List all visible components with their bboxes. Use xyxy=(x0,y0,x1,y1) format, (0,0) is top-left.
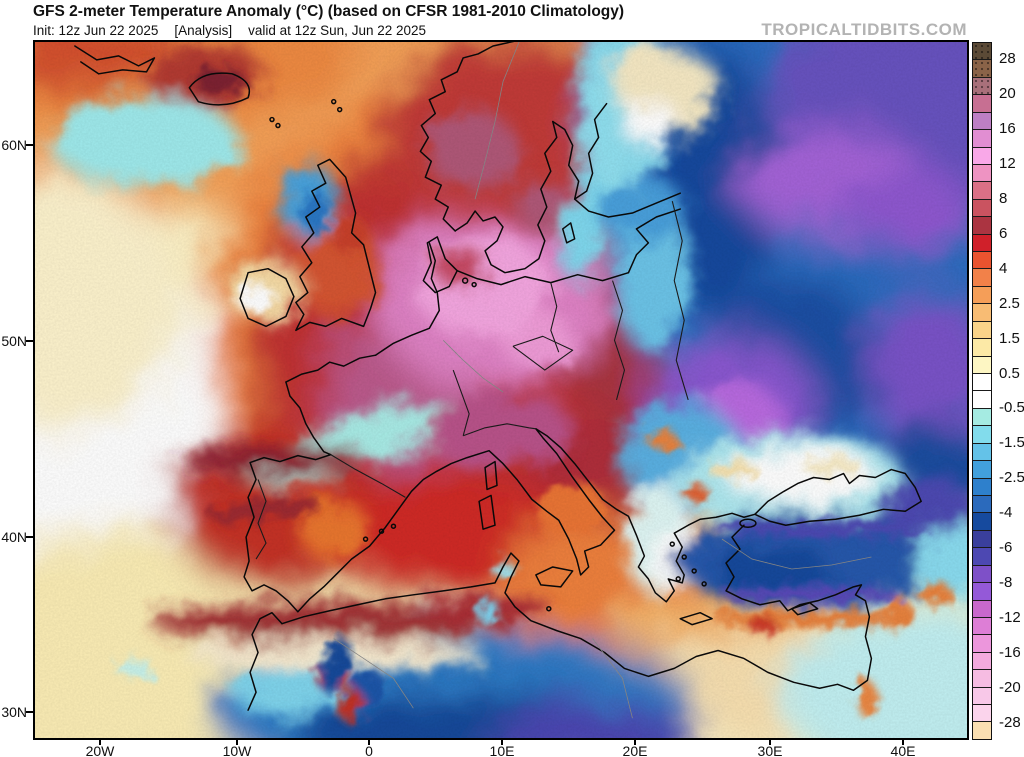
colorbar-cell xyxy=(973,304,991,322)
colorbar-tick-label: 2.5 xyxy=(999,294,1020,312)
colorbar-cell xyxy=(973,391,991,409)
colorbar-cell xyxy=(973,199,991,218)
map-canvas xyxy=(35,42,967,738)
colorbar-tick-label: -4 xyxy=(999,503,1013,521)
colorbar-cell xyxy=(973,617,991,636)
colorbar-tick-label: -2.5 xyxy=(999,469,1024,487)
colorbar-tick-label: 6 xyxy=(999,224,1008,242)
map-frame xyxy=(33,40,969,740)
colorbar-cell xyxy=(973,269,991,287)
colorbar-cell xyxy=(973,426,991,444)
colorbar-tick-label: -8 xyxy=(999,573,1013,591)
colorbar-tick-label: -28 xyxy=(999,713,1021,731)
colorbar-cell xyxy=(973,234,991,253)
colorbar-cell xyxy=(973,495,991,514)
colorbar-cell xyxy=(973,286,991,305)
colorbar-tick-label: 12 xyxy=(999,154,1016,172)
colorbar-cell xyxy=(973,443,991,462)
analysis-tag: [Analysis] xyxy=(174,23,233,38)
colorbar-tick-label: -12 xyxy=(999,608,1021,626)
colorbar-tick-label: 4 xyxy=(999,259,1008,277)
lat-tick-label: 40N xyxy=(1,529,27,545)
colorbar-cell xyxy=(973,565,991,584)
colorbar-cell xyxy=(973,112,991,131)
lon-tick xyxy=(368,738,370,745)
init-time: Init: 12z Jun 22 2025 xyxy=(33,23,159,38)
colorbar-cell xyxy=(973,548,991,566)
colorbar-tick-label: 1.5 xyxy=(999,329,1020,347)
lon-tick-label: 10W xyxy=(222,743,252,757)
colorbar-tick-label: -6 xyxy=(999,538,1013,556)
lon-tick-label: 20W xyxy=(85,743,115,757)
colorbar-tick-label: -0.5 xyxy=(999,399,1024,417)
colorbar-cell xyxy=(973,722,991,739)
colorbar-tick-label: 20 xyxy=(999,85,1016,103)
colorbar-cell xyxy=(973,408,991,427)
colorbar-cell xyxy=(973,461,991,479)
lat-tick xyxy=(26,340,34,342)
colorbar-cell xyxy=(973,356,991,375)
colorbar-cell xyxy=(973,77,991,96)
lon-tick xyxy=(236,738,238,745)
lon-tick-label: 10E xyxy=(489,743,515,757)
colorbar-cell xyxy=(973,705,991,723)
colorbar-cell xyxy=(973,670,991,688)
colorbar-cell xyxy=(973,217,991,235)
run-info: Init: 12z Jun 22 2025 [Analysis] valid at … xyxy=(33,23,442,38)
colorbar-cell xyxy=(973,130,991,148)
lon-tick xyxy=(769,738,771,745)
colorbar-cell xyxy=(973,687,991,706)
colorbar-cell xyxy=(973,43,991,61)
lat-tick xyxy=(26,144,34,146)
colorbar-cell xyxy=(973,95,991,113)
lat-tick xyxy=(26,711,34,713)
colorbar-cell xyxy=(973,60,991,78)
lon-tick-label: 40E xyxy=(890,743,916,757)
lat-tick-label: 60N xyxy=(1,137,27,153)
colorbar-cell xyxy=(973,147,991,165)
colorbar-cell xyxy=(973,600,991,618)
lon-tick-label: 20E xyxy=(622,743,648,757)
lon-tick-label: 0 xyxy=(365,743,373,757)
colorbar-tick-label: -20 xyxy=(999,678,1021,696)
colorbar-tick-label: -16 xyxy=(999,643,1021,661)
colorbar-cell xyxy=(973,374,991,392)
page-title: GFS 2-meter Temperature Anomaly (°C) (ba… xyxy=(33,3,625,20)
colorbar-tick-label: 16 xyxy=(999,120,1016,138)
lat-tick xyxy=(26,536,34,538)
lat-tick-label: 50N xyxy=(1,333,27,349)
lon-tick xyxy=(902,738,904,745)
colorbar-tick-label: 8 xyxy=(999,189,1008,207)
colorbar-cell xyxy=(973,252,991,270)
site-watermark: TROPICALTIDBITS.COM xyxy=(761,20,967,39)
colorbar-cell xyxy=(973,182,991,200)
colorbar-cell xyxy=(973,164,991,183)
colorbar-cell xyxy=(973,635,991,653)
colorbar-tick-label: 0.5 xyxy=(999,364,1020,382)
grain-overlay xyxy=(35,42,967,738)
colorbar-cell xyxy=(973,478,991,496)
colorbar-cell xyxy=(973,583,991,601)
colorbar-tick-label: -1.5 xyxy=(999,434,1024,452)
lon-tick xyxy=(634,738,636,745)
lat-tick-label: 30N xyxy=(1,704,27,720)
colorbar-cell xyxy=(973,530,991,549)
colorbar-cell xyxy=(973,513,991,531)
lon-tick-label: 30E xyxy=(757,743,783,757)
colorbar-tick-label: 28 xyxy=(999,50,1016,68)
colorbar-cell xyxy=(973,652,991,671)
colorbar xyxy=(972,42,992,740)
lon-tick xyxy=(501,738,503,745)
lon-tick xyxy=(99,738,101,745)
colorbar-cell xyxy=(973,339,991,357)
valid-time: valid at 12z Sun, Jun 22 2025 xyxy=(248,23,427,38)
colorbar-cell xyxy=(973,321,991,340)
